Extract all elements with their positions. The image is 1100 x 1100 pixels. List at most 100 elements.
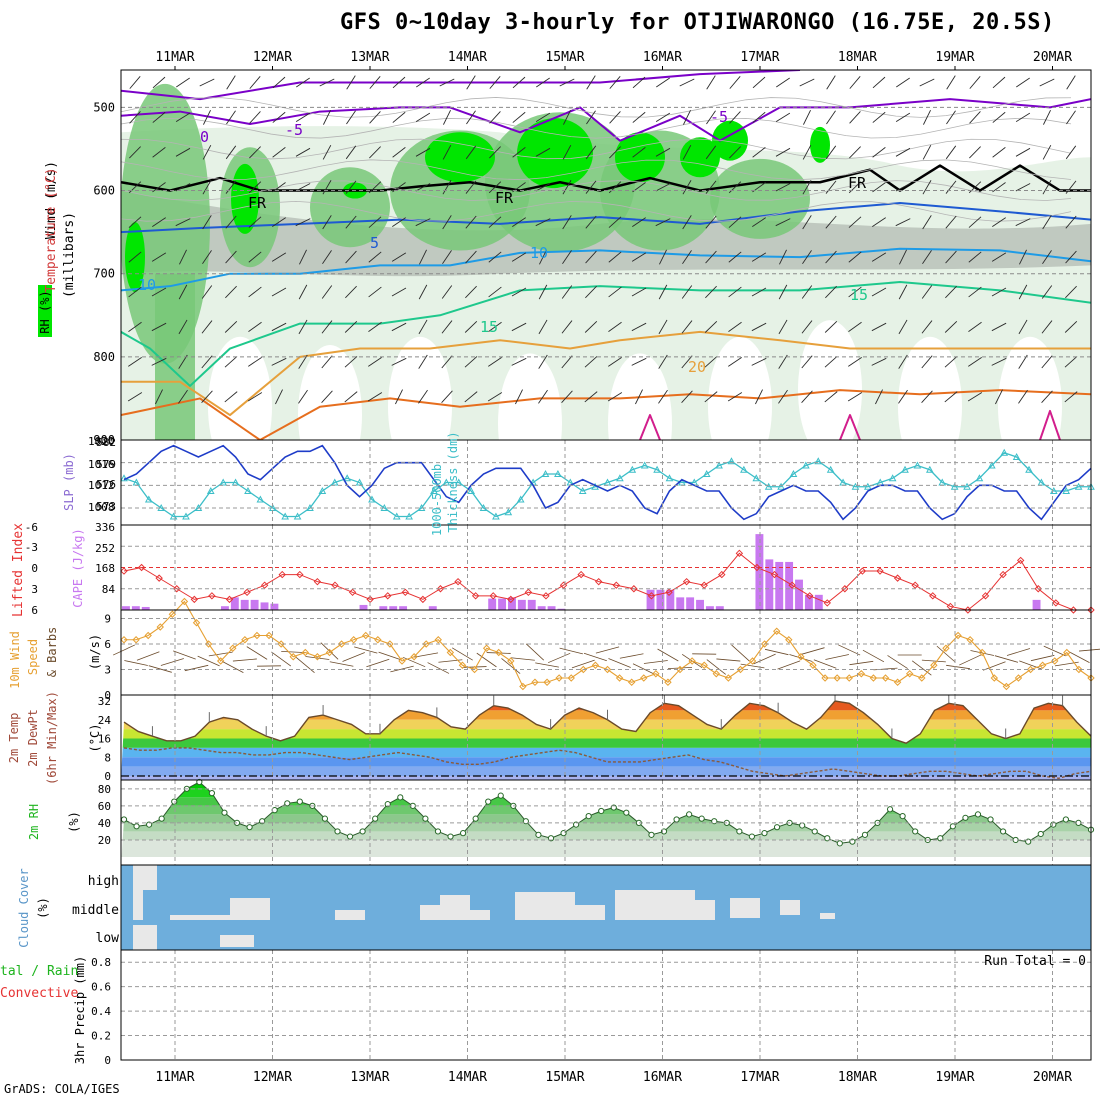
upper-wind-barb bbox=[346, 75, 356, 90]
thickness-point bbox=[628, 465, 637, 473]
cape-bar bbox=[765, 559, 774, 610]
rh-mid-column bbox=[155, 273, 195, 440]
wind-speed-point bbox=[229, 644, 237, 652]
rh-point bbox=[196, 778, 203, 786]
upper-wind-barb bbox=[563, 109, 571, 125]
rh-point bbox=[912, 828, 919, 835]
cloud-block bbox=[170, 915, 230, 920]
upper-wind-barb bbox=[368, 216, 382, 228]
rh-point bbox=[598, 807, 605, 815]
lifted-index-point bbox=[735, 549, 744, 558]
wind-speed-point bbox=[942, 644, 950, 652]
date-label-bottom: 11MAR bbox=[155, 1070, 194, 1085]
wind-speed-point bbox=[543, 678, 551, 686]
surface-wind-barb bbox=[525, 643, 545, 661]
upper-wind-barb bbox=[465, 145, 477, 160]
upper-wind-barb bbox=[848, 216, 862, 228]
wind-speed-point bbox=[954, 631, 962, 640]
rh-band bbox=[121, 814, 1091, 823]
upper-wind-barb bbox=[442, 144, 452, 160]
upper-wind-barb bbox=[1041, 355, 1053, 369]
lifted-index-point bbox=[647, 592, 656, 600]
wind-speed-point bbox=[265, 631, 273, 640]
upper-wind-barb bbox=[1064, 321, 1078, 333]
upper-wind-barb bbox=[175, 147, 191, 157]
upper-wind-barb bbox=[368, 251, 382, 263]
upper-wind-barb bbox=[969, 76, 981, 89]
thickness-tick-label: 573 bbox=[96, 500, 116, 513]
wind-speed-point bbox=[676, 665, 684, 674]
lifted-index-point bbox=[665, 588, 673, 596]
upper-wind-barb bbox=[392, 217, 406, 228]
upper-wind-barb bbox=[562, 180, 572, 195]
thickness-point bbox=[1012, 452, 1021, 460]
upper-wind-barb bbox=[681, 320, 693, 334]
upper-wind-barb bbox=[1016, 77, 1030, 88]
upper-wind-barb bbox=[775, 183, 791, 192]
upper-wind-barb bbox=[825, 285, 837, 299]
upper-wind-barb bbox=[898, 319, 908, 335]
rh-point bbox=[962, 814, 969, 821]
li-tick-label: 6 bbox=[31, 604, 38, 617]
rh-contour-line bbox=[121, 117, 1072, 139]
surface-wind-barb bbox=[173, 650, 196, 660]
date-label-top: 13MAR bbox=[350, 50, 389, 65]
upper-wind-barb bbox=[151, 357, 167, 366]
surface-wind-barb bbox=[1079, 648, 1100, 652]
cape-bar bbox=[230, 597, 239, 610]
wind-speed-point bbox=[773, 627, 781, 635]
thickness-point bbox=[504, 508, 513, 516]
wind-speed-point bbox=[301, 648, 310, 657]
wind-speed-point bbox=[180, 597, 189, 606]
lifted-index-point bbox=[348, 588, 357, 596]
rh2m-axis-label: 2m RH bbox=[27, 804, 41, 840]
upper-wind-barb bbox=[275, 389, 283, 405]
thickness-point bbox=[492, 512, 500, 520]
upper-wind-barb bbox=[1065, 215, 1077, 229]
cape-bar bbox=[795, 579, 803, 610]
wind-speed-point bbox=[410, 653, 418, 661]
lifted-index-point bbox=[401, 588, 410, 596]
upper-air-layers bbox=[121, 70, 1091, 440]
upper-wind-barb bbox=[367, 392, 383, 402]
lifted-index-point bbox=[700, 581, 708, 589]
upper-wind-barb bbox=[271, 357, 287, 366]
upper-wind-barb bbox=[682, 215, 692, 230]
surface-wind-barb bbox=[583, 652, 607, 662]
rh-point bbox=[748, 833, 756, 840]
precip-tick-label: 0.6 bbox=[91, 981, 111, 994]
cape-bar bbox=[676, 597, 685, 610]
upper-wind-barb bbox=[562, 250, 572, 264]
rh-point bbox=[221, 809, 228, 816]
upper-wind-barb bbox=[923, 109, 931, 125]
upper-wind-barb bbox=[128, 286, 142, 298]
upper-wind-barb bbox=[895, 112, 911, 123]
rh-dark-region bbox=[231, 163, 259, 234]
cloud-block bbox=[615, 890, 695, 920]
upper-wind-barb bbox=[968, 321, 982, 332]
upper-wind-barb bbox=[755, 389, 763, 405]
upper-wind-barb bbox=[585, 215, 597, 229]
cape-bar bbox=[646, 589, 655, 610]
upper-wind-barb bbox=[1041, 285, 1053, 299]
upper-wind-barb bbox=[1015, 183, 1031, 192]
rh2m-axis-label: (%) bbox=[67, 811, 81, 833]
upper-wind-barb bbox=[561, 355, 573, 369]
wind-speed-point bbox=[724, 674, 733, 682]
upper-wind-barb bbox=[345, 215, 357, 229]
thickness-point bbox=[281, 512, 290, 520]
li-axis-label: Lifted Index bbox=[11, 523, 26, 617]
rh-clear-pocket bbox=[608, 353, 672, 440]
wind-speed-point bbox=[216, 657, 225, 665]
upper-wind-barb bbox=[896, 77, 910, 88]
cape-bar bbox=[250, 599, 259, 610]
surface-wind-barb bbox=[657, 648, 679, 662]
date-label-top: 11MAR bbox=[155, 50, 194, 65]
upper-wind-barb bbox=[848, 286, 862, 298]
upper-wind-barb bbox=[418, 319, 428, 335]
upper-wind-barb bbox=[705, 250, 717, 264]
upper-wind-barb bbox=[178, 319, 188, 335]
thickness-point bbox=[702, 469, 711, 477]
rh-contour-line bbox=[121, 97, 1072, 118]
upper-wind-barb bbox=[415, 183, 431, 192]
